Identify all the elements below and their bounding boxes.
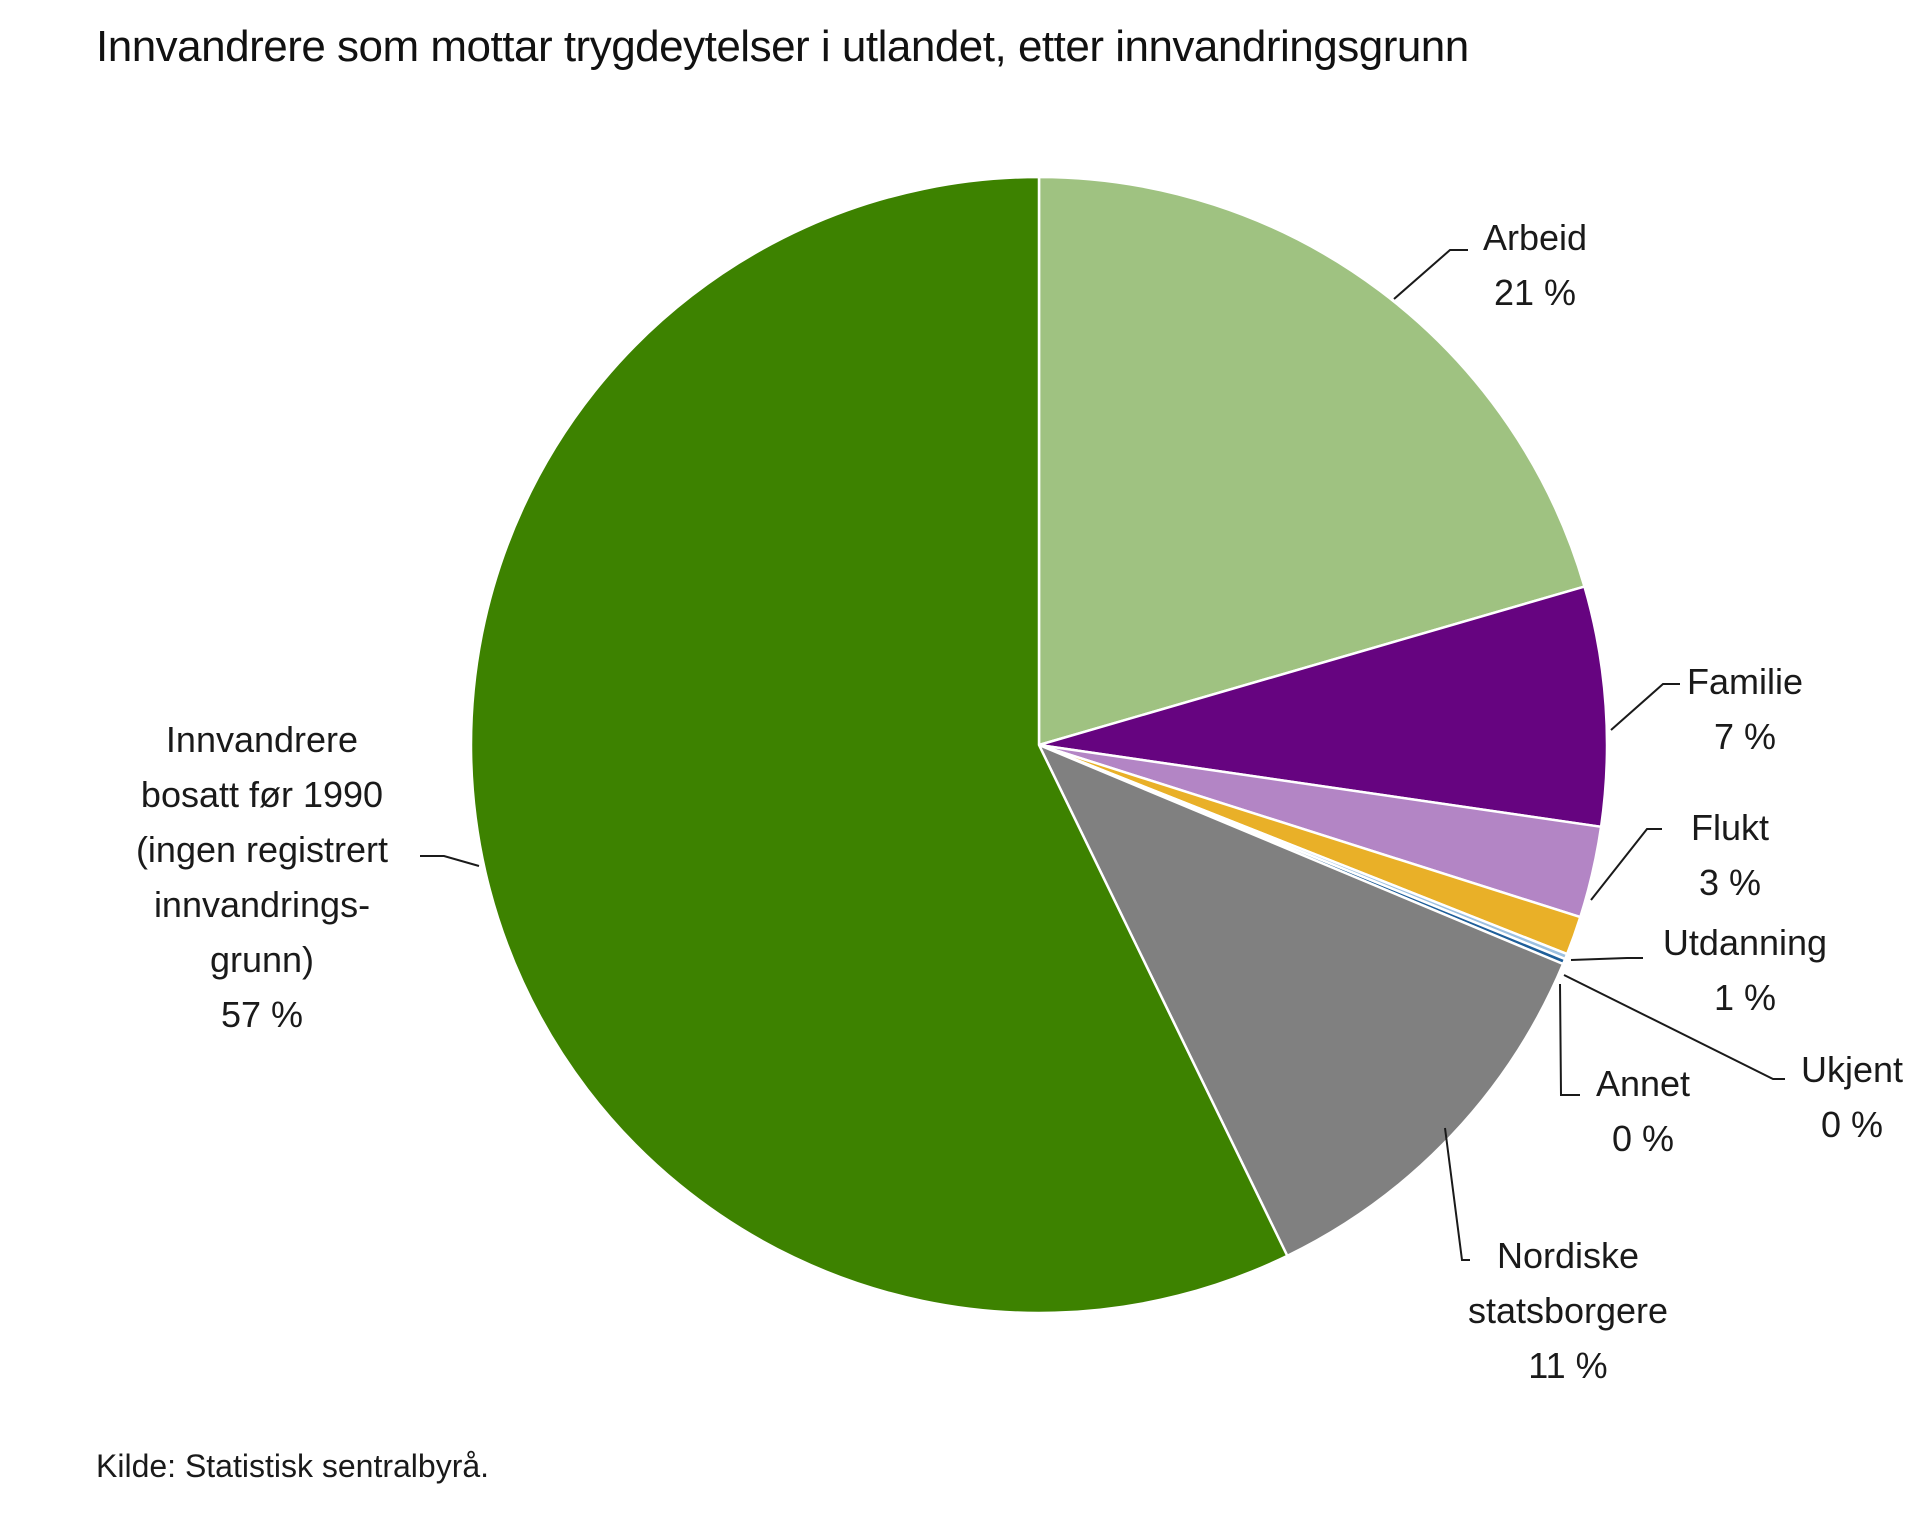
slice-percent: 0 % — [1821, 1104, 1883, 1145]
slice-name-line: Familie — [1687, 661, 1803, 702]
slice-name-line: Flukt — [1691, 807, 1769, 848]
slice-name-line: Nordiske — [1497, 1235, 1639, 1276]
pie-slice-innvandrere-bosatt-for-1990-ingen-registrert-innvandringsgrunn — [469, 175, 1289, 1315]
leader-line-ukjent — [1563, 974, 1785, 1080]
slice-label-utdanning: Utdanning 1 % — [1663, 922, 1827, 1018]
slice-name-line: Utdanning — [1663, 922, 1827, 963]
slice-label-innvandrere-bosatt-for-1990-ingen-registrert-innvandringsgrunn: Innvandrere bosatt før 1990 (ingen registr… — [136, 719, 388, 1035]
slice-name-line: Arbeid — [1483, 217, 1587, 258]
leader-line-flukt — [1590, 828, 1662, 901]
slice-labels: Arbeid 21 % Familie 7 % Flukt 3 % Utdanning 1 %… — [136, 217, 1903, 1386]
chart-title: Innvandrere som mottar trygdeytelser i u… — [96, 22, 1469, 71]
slice-percent: 7 % — [1714, 716, 1776, 757]
pie-slices — [469, 175, 1609, 1315]
slice-label-flukt: Flukt 3 % — [1691, 807, 1769, 903]
slice-name-line: statsborgere — [1468, 1290, 1668, 1331]
slice-name-line: Annet — [1596, 1063, 1690, 1104]
leader-line-annet — [1559, 983, 1580, 1096]
leader-line-nordiske-statsborgere — [1444, 1127, 1470, 1261]
slice-name-line: Innvandrere — [166, 719, 358, 760]
slice-name-line: innvandrings- — [154, 884, 370, 925]
slice-label-familie: Familie 7 % — [1687, 661, 1803, 757]
slice-name-line: Ukjent — [1801, 1049, 1903, 1090]
slice-label-arbeid: Arbeid 21 % — [1483, 217, 1587, 313]
slice-label-annet: Annet 0 % — [1596, 1063, 1690, 1159]
slice-percent: 0 % — [1612, 1118, 1674, 1159]
slice-percent: 21 % — [1494, 272, 1576, 313]
slice-percent: 11 % — [1528, 1345, 1607, 1386]
slice-label-nordiske-statsborgere: Nordiske statsborgere 11 % — [1468, 1235, 1668, 1386]
leader-line-utdanning — [1570, 957, 1643, 961]
slice-percent: 3 % — [1699, 862, 1761, 903]
leader-line-arbeid — [1393, 249, 1468, 300]
slice-name-line: (ingen registrert — [136, 829, 388, 870]
slice-percent: 57 % — [221, 994, 303, 1035]
leader-lines — [420, 249, 1785, 1261]
pie-slice-arbeid — [1037, 175, 1586, 747]
slice-name-line: bosatt før 1990 — [141, 774, 383, 815]
slice-name-line: grunn) — [210, 939, 314, 980]
leader-line-familie — [1610, 683, 1680, 731]
pie-slice-nordiske-statsborgere — [1037, 743, 1565, 1258]
slice-percent: 1 % — [1714, 977, 1776, 1018]
leader-line-innvandrere-bosatt-for-1990-ingen-registrert-innvandringsgrunn — [420, 855, 480, 867]
pie-slice-familie — [1037, 585, 1609, 829]
slice-label-ukjent: Ukjent 0 % — [1801, 1049, 1903, 1145]
source-note: Kilde: Statistisk sentralbyrå. — [96, 1448, 490, 1484]
